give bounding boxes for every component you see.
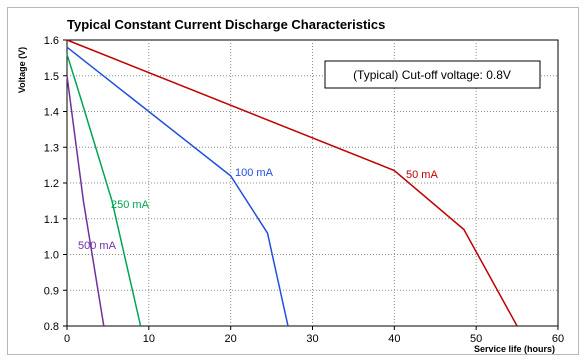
y-tick-label: 0.8 (44, 321, 59, 333)
x-axis-label: Service life (hours) (474, 344, 555, 354)
series-line-50-ma (66, 39, 518, 327)
y-tick-label: 1.3 (44, 142, 59, 154)
chart-title: Typical Constant Current Discharge Chara… (67, 17, 385, 32)
y-tick-label: 1.5 (44, 71, 59, 83)
series-label-100-ma: 100 mA (235, 167, 274, 179)
series-line-500-ma (66, 75, 105, 327)
x-tick-label: 30 (306, 333, 318, 345)
x-tick-label: 0 (64, 333, 70, 345)
series-label-50-ma: 50 mA (406, 169, 438, 181)
y-tick-label: 0.9 (44, 285, 59, 297)
x-tick-label: 20 (225, 333, 237, 345)
annotation-text: (Typical) Cut-off voltage: 0.8V (353, 68, 511, 82)
x-tick-label: 60 (552, 333, 564, 345)
series-line-250-ma (66, 54, 142, 327)
y-tick-label: 1.1 (44, 214, 59, 226)
x-tick-label: 50 (470, 333, 482, 345)
y-tick-label: 1.2 (44, 178, 59, 190)
y-tick-label: 1.4 (44, 107, 59, 119)
annotation-box (324, 60, 541, 89)
x-tick-label: 40 (388, 333, 400, 345)
axes: 0 10 20 30 40 50 60 0.8 0.9 1.0 1.1 1.2 1.3 1.4 1.5 1.6 (44, 35, 564, 345)
series-layer: 50 mA 100 mA 250 mA 500 mA (66, 39, 518, 327)
series-line-100-ma (66, 46, 289, 327)
series-label-500-ma: 500 mA (78, 240, 117, 252)
x-tick-label: 10 (143, 333, 155, 345)
cutoff-annotation: (Typical) Cut-off voltage: 0.8V (324, 60, 541, 89)
series-label-250-ma: 250 mA (111, 199, 150, 211)
y-axis-label: Voltage (V) (17, 47, 27, 93)
y-tick-label: 1.0 (44, 250, 59, 262)
y-tick-label: 1.6 (44, 35, 59, 47)
